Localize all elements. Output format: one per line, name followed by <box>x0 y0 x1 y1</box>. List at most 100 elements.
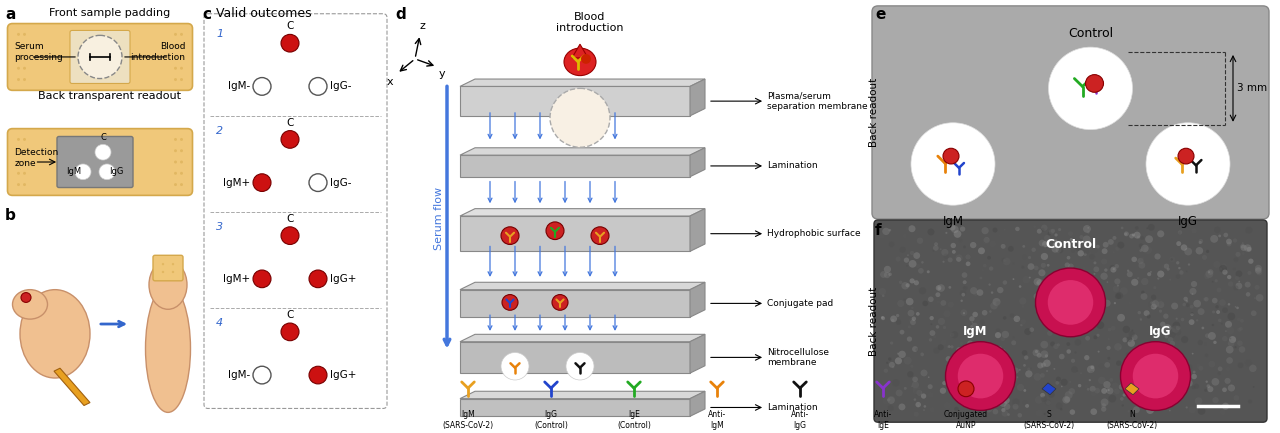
Circle shape <box>1080 254 1082 256</box>
Circle shape <box>1206 250 1210 253</box>
Circle shape <box>1235 270 1243 277</box>
Circle shape <box>977 289 983 296</box>
Circle shape <box>1212 310 1215 313</box>
Circle shape <box>1234 346 1236 348</box>
Circle shape <box>950 227 952 230</box>
Circle shape <box>1192 293 1193 295</box>
Polygon shape <box>460 391 705 399</box>
Circle shape <box>1151 294 1156 300</box>
Circle shape <box>1004 259 1006 262</box>
Circle shape <box>1096 245 1100 249</box>
Circle shape <box>180 55 183 58</box>
Circle shape <box>1140 245 1148 252</box>
Circle shape <box>923 301 928 306</box>
Circle shape <box>1041 228 1044 232</box>
Circle shape <box>884 272 891 278</box>
Circle shape <box>1157 407 1160 410</box>
Circle shape <box>1068 318 1071 321</box>
Circle shape <box>1206 381 1208 383</box>
Circle shape <box>1052 294 1055 297</box>
Text: IgM-: IgM- <box>228 81 250 91</box>
Circle shape <box>960 342 963 345</box>
Circle shape <box>1189 406 1196 413</box>
Circle shape <box>982 310 987 316</box>
Circle shape <box>1070 279 1078 286</box>
Text: IgG
(Control): IgG (Control) <box>534 410 568 430</box>
Circle shape <box>1115 246 1120 251</box>
Circle shape <box>1002 258 1011 265</box>
Circle shape <box>1244 244 1252 252</box>
Circle shape <box>1121 404 1124 407</box>
Circle shape <box>908 254 909 256</box>
Circle shape <box>1096 321 1105 329</box>
Text: Front sample padding: Front sample padding <box>50 8 170 18</box>
Circle shape <box>1042 241 1048 247</box>
Circle shape <box>1151 359 1156 364</box>
Circle shape <box>78 36 122 78</box>
Circle shape <box>893 340 896 344</box>
Circle shape <box>1070 238 1073 241</box>
Circle shape <box>1071 366 1078 373</box>
Text: 3 mm: 3 mm <box>1236 84 1267 94</box>
Circle shape <box>1228 385 1235 391</box>
Circle shape <box>1078 302 1085 309</box>
Circle shape <box>1238 362 1244 368</box>
Circle shape <box>1224 233 1228 237</box>
Circle shape <box>1043 359 1051 367</box>
Circle shape <box>905 227 909 230</box>
Circle shape <box>1240 319 1244 323</box>
Circle shape <box>992 298 1001 306</box>
Circle shape <box>1126 336 1132 342</box>
Circle shape <box>1065 314 1068 317</box>
Circle shape <box>963 280 966 284</box>
Circle shape <box>1070 291 1074 294</box>
Circle shape <box>1164 337 1166 339</box>
Polygon shape <box>690 209 705 252</box>
Circle shape <box>1023 364 1025 367</box>
Circle shape <box>1052 242 1059 248</box>
Circle shape <box>1155 298 1162 306</box>
Circle shape <box>922 261 924 264</box>
Circle shape <box>1226 357 1233 364</box>
Circle shape <box>1076 370 1079 372</box>
Circle shape <box>888 273 892 276</box>
Ellipse shape <box>13 290 47 319</box>
Circle shape <box>1036 281 1039 284</box>
Circle shape <box>960 290 966 296</box>
Circle shape <box>1034 278 1042 286</box>
Circle shape <box>1170 330 1174 334</box>
Circle shape <box>1034 265 1038 270</box>
Circle shape <box>1117 284 1119 287</box>
Circle shape <box>1192 386 1196 389</box>
Circle shape <box>982 269 984 272</box>
Circle shape <box>1047 387 1052 392</box>
Circle shape <box>581 54 591 64</box>
Circle shape <box>550 88 611 147</box>
Ellipse shape <box>146 285 191 412</box>
Circle shape <box>947 258 952 262</box>
Circle shape <box>1178 267 1180 269</box>
Circle shape <box>1222 403 1229 410</box>
Circle shape <box>1041 362 1046 368</box>
Circle shape <box>1234 257 1239 262</box>
Circle shape <box>1178 230 1183 235</box>
Circle shape <box>965 255 970 259</box>
Circle shape <box>174 33 177 36</box>
Circle shape <box>1248 259 1253 264</box>
Circle shape <box>1219 265 1228 272</box>
Text: C: C <box>287 214 293 224</box>
Circle shape <box>95 144 111 160</box>
Circle shape <box>1220 268 1222 270</box>
Circle shape <box>1142 278 1148 283</box>
Circle shape <box>1132 338 1134 340</box>
Circle shape <box>916 238 923 244</box>
Circle shape <box>1157 400 1164 406</box>
Circle shape <box>1228 275 1231 279</box>
Circle shape <box>1198 366 1203 371</box>
Text: IgG: IgG <box>1178 215 1198 228</box>
Circle shape <box>960 300 963 302</box>
Text: y: y <box>439 69 445 79</box>
Polygon shape <box>460 342 690 373</box>
Circle shape <box>1238 281 1240 282</box>
Circle shape <box>904 258 909 263</box>
